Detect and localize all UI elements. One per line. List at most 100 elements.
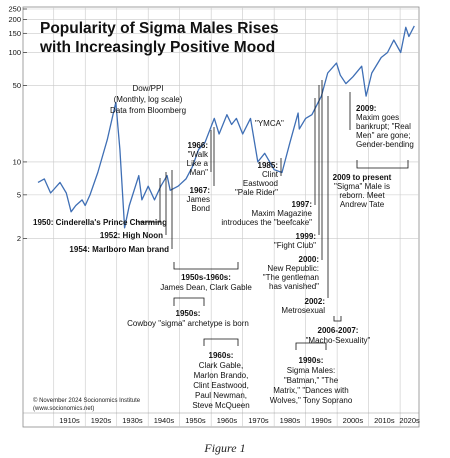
- annotation-2009-present-line-4: Andrew Tate: [340, 200, 385, 209]
- annotation-1985-line-1: 1985:: [258, 161, 278, 170]
- x-tick-label: 1980s: [280, 416, 301, 425]
- annotation-2009-present: 2009 to present "Sigma" Male is reborn. …: [333, 173, 392, 209]
- annotation-1966-line-2: "Walk: [188, 150, 209, 159]
- annotation-2006-2007-line-1: 2006-2007:: [318, 326, 359, 335]
- y-tick-label: 100: [8, 48, 21, 57]
- annotation-2006-2007: 2006-2007: "Macho-Sexuality": [306, 326, 371, 345]
- annotation-1990s: 1990s: Sigma Males: "Batman," "The Matri…: [270, 356, 353, 405]
- annotation-2002-line-2: Metrosexual: [281, 306, 325, 315]
- x-tick-label: 1950s: [185, 416, 206, 425]
- series-label-line-3: Data from Bloomberg: [110, 106, 186, 115]
- annotation-1960s-line-6: Steve McQueen: [192, 401, 249, 410]
- x-axis: 1910s 1920s 1930s 1940s 1950s 1960s 1970s 1980s…: [23, 412, 420, 425]
- annotation-1999-line-2: "Fight Club": [274, 241, 316, 250]
- annotation-1990s-line-4: Matrix," "Dances with: [273, 386, 348, 395]
- annotation-2000-line-2: New Republic:: [267, 264, 319, 273]
- annotation-1990s-line-5: Wolves," Tony Soprano: [270, 396, 353, 405]
- annotation-1950s: 1950s: Cowboy "sigma" archetype is born: [127, 309, 249, 328]
- annotation-ymca: "YMCA": [255, 119, 284, 128]
- annotation-1967-line-3: Bond: [191, 204, 210, 213]
- series-line-dow-ppi: [37, 25, 415, 229]
- annotation-1990s-line-2: Sigma Males:: [287, 366, 335, 375]
- annotation-1960s-line-5: Paul Newman,: [195, 391, 247, 400]
- annotation-2009-line-5: Gender-bending: [356, 140, 414, 149]
- annotation-1997-line-2: Maxim Magazine: [252, 209, 313, 218]
- annotation-1999: 1999: "Fight Club": [274, 232, 316, 250]
- bracket-1950s-1960s: [173, 262, 239, 270]
- x-tick-label: 1970s: [248, 416, 269, 425]
- bracket-2009-present: [356, 160, 409, 169]
- annotation-1960s-line-4: Clint Eastwood,: [193, 381, 249, 390]
- annotation-1960s-line-1: 1960s:: [209, 351, 234, 360]
- annotation-2009-present-line-2: "Sigma" Male is: [334, 182, 390, 191]
- annotation-1960s-line-3: Marlon Brando,: [194, 371, 249, 380]
- figure-caption: Figure 1: [203, 441, 245, 455]
- annotation-1950s-1960s-line-1: 1950s-1960s:: [181, 273, 231, 282]
- x-tick-label: 1940s: [154, 416, 175, 425]
- y-tick-label: 50: [13, 81, 21, 90]
- annotation-1952: 1952: High Noon: [100, 231, 163, 240]
- annotation-1985-line-2: Clint: [262, 170, 279, 179]
- series-label-line-1: Dow/PPI: [132, 84, 163, 93]
- copyright-line-1: © November 2024 Socionomics Institute: [33, 397, 141, 404]
- annotation-1966: 1966: "Walk Like a Man": [187, 141, 209, 177]
- annotation-2009-present-line-1: 2009 to present: [333, 173, 392, 182]
- annotation-2000-line-1: 2000:: [299, 255, 319, 264]
- annotation-1999-line-1: 1999:: [296, 232, 316, 241]
- annotation-1985: 1985: Clint Eastwood "Pale Rider": [235, 161, 279, 197]
- annotation-2009-line-4: Men" are gone;: [356, 131, 410, 140]
- annotation-2000-line-4: has vanished": [269, 282, 319, 291]
- annotation-1990s-line-1: 1990s:: [299, 356, 324, 365]
- annotation-2009-line-3: bankrupt; "Real: [356, 122, 411, 131]
- annotation-1950s-line-2: Cowboy "sigma" archetype is born: [127, 319, 249, 328]
- bracket-1990s: [295, 342, 327, 350]
- x-tick-label: 2010s: [374, 416, 395, 425]
- annotation-2000: 2000: New Republic: "The gentleman has v…: [263, 255, 319, 291]
- annotation-2009-present-line-3: reborn. Meet: [339, 191, 385, 200]
- annotation-leaders: [138, 80, 409, 350]
- y-tick-label: 5: [17, 190, 21, 199]
- y-tick-label: 2: [17, 234, 21, 243]
- x-tick-label: 1910s: [59, 416, 80, 425]
- x-tick-label: 2000s: [343, 416, 364, 425]
- bracket-1960s: [203, 338, 239, 346]
- annotation-2002-line-1: 2002:: [305, 297, 325, 306]
- bracket-1950s: [173, 297, 205, 306]
- y-tick-label: 200: [8, 15, 21, 24]
- annotation-1950s-1960s: 1950s-1960s: James Dean, Clark Gable: [160, 273, 252, 292]
- annotation-2009: 2009: Maxim goes bankrupt; "Real Men" ar…: [356, 104, 414, 149]
- annotation-1960s-line-2: Clark Gable,: [199, 361, 243, 370]
- y-tick-label: 150: [8, 29, 21, 38]
- annotation-1966-line-3: Like a: [187, 159, 209, 168]
- annotation-1990s-line-3: "Batman," "The: [284, 376, 339, 385]
- annotation-1960s: 1960s: Clark Gable, Marlon Brando, Clint…: [192, 351, 249, 410]
- gridlines: [23, 7, 419, 427]
- x-tick-label: 1960s: [217, 416, 238, 425]
- annotation-1967-line-1: 1967:: [190, 186, 210, 195]
- x-tick-label: 1920s: [91, 416, 112, 425]
- annotation-1985-line-3: Eastwood: [243, 179, 278, 188]
- annotation-2002: 2002: Metrosexual: [281, 297, 325, 315]
- leader-1950: [138, 178, 161, 223]
- annotation-2000-line-3: "The gentleman: [263, 273, 319, 282]
- annotation-1966-line-1: 1966:: [188, 141, 208, 150]
- annotation-2009-line-1: 2009:: [356, 104, 376, 113]
- annotation-1967-line-2: James: [186, 195, 210, 204]
- y-tick-label: 250: [8, 5, 21, 14]
- bracket-2006-2007: [333, 316, 342, 322]
- annotation-1967: 1967: James Bond: [186, 186, 210, 213]
- annotation-1997-line-1: 1997:: [292, 200, 312, 209]
- annotation-1950s-1960s-line-2: James Dean, Clark Gable: [160, 283, 252, 292]
- series-label-line-2: (Monthly, log scale): [114, 95, 183, 104]
- annotation-1997-line-3: introduces the "beefcake": [221, 218, 312, 227]
- chart-title-line-1: Popularity of Sigma Males Rises: [40, 20, 279, 37]
- annotation-1966-line-4: Man": [190, 168, 209, 177]
- annotation-1950s-line-1: 1950s:: [176, 309, 201, 318]
- x-tick-label: 1990s: [311, 416, 332, 425]
- copyright-line-2: (www.socionomics.net): [33, 406, 94, 412]
- y-tick-label: 10: [13, 158, 21, 167]
- annotation-2009-line-2: Maxim goes: [356, 113, 399, 122]
- annotation-2006-2007-line-2: "Macho-Sexuality": [306, 336, 371, 345]
